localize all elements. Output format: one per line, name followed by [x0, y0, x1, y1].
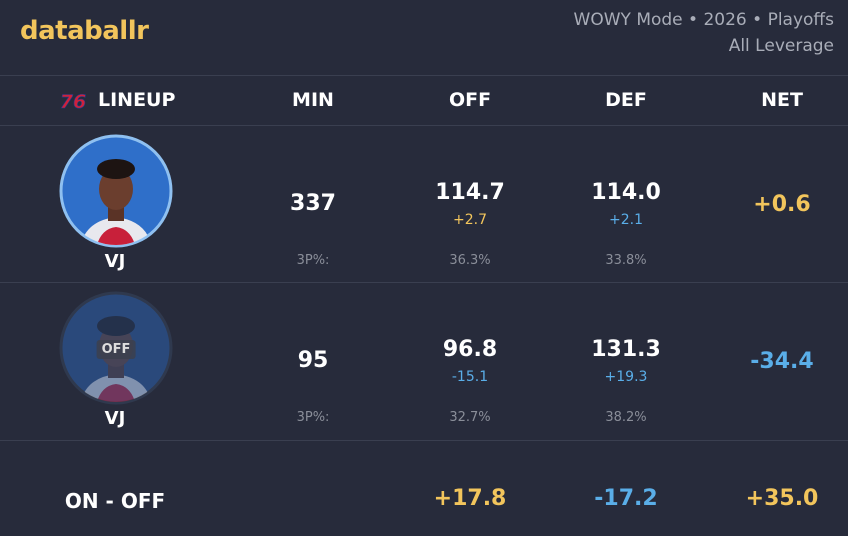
- minutes: 337: [290, 191, 336, 216]
- off-3p: 32.7%: [449, 410, 491, 425]
- def-3p: 33.8%: [605, 253, 647, 268]
- summary-def: -17.2: [594, 486, 658, 511]
- player-name: VJ: [104, 408, 126, 429]
- column-header[interactable]: OFF: [448, 89, 492, 111]
- shot-label: 3P%:: [296, 410, 330, 425]
- team-logo-text: 76: [60, 91, 86, 113]
- def-diff: +19.3: [604, 369, 648, 385]
- player-avatar: [58, 133, 174, 249]
- off-diff: +2.7: [453, 212, 487, 228]
- mode-info: WOWY Mode • 2026 • Playoffs: [573, 10, 834, 30]
- off-3p: 36.3%: [449, 253, 491, 268]
- off-rating: 96.8: [442, 337, 498, 362]
- shot-label: 3P%:: [296, 253, 330, 268]
- off-rating: 114.7: [435, 180, 505, 205]
- team-logo: 76: [59, 88, 86, 114]
- summary-label: ON - OFF: [64, 489, 166, 513]
- brand-logo[interactable]: databallr: [20, 16, 149, 46]
- off-diff: -15.1: [451, 369, 489, 385]
- net-rating: +0.6: [753, 192, 811, 217]
- column-header[interactable]: LINEUP: [98, 89, 176, 111]
- divider: [0, 282, 848, 283]
- minutes: 95: [297, 348, 329, 373]
- player-name: VJ: [104, 251, 126, 272]
- def-rating: 131.3: [591, 337, 661, 362]
- net-rating: -34.4: [750, 349, 814, 374]
- team-logo-icon: 76: [59, 91, 86, 114]
- column-header[interactable]: MIN: [292, 89, 334, 111]
- divider: [0, 440, 848, 441]
- def-diff: +2.1: [609, 212, 643, 228]
- def-3p: 38.2%: [605, 410, 647, 425]
- def-rating: 114.0: [591, 180, 661, 205]
- divider: [0, 75, 848, 76]
- avatar-image: [59, 134, 173, 248]
- summary-off: +17.8: [433, 486, 507, 511]
- column-header[interactable]: NET: [761, 89, 803, 111]
- summary-net: +35.0: [745, 486, 819, 511]
- leverage-info: All Leverage: [728, 36, 834, 56]
- column-header[interactable]: DEF: [605, 89, 647, 111]
- divider: [0, 125, 848, 126]
- off-badge: OFF: [96, 340, 136, 359]
